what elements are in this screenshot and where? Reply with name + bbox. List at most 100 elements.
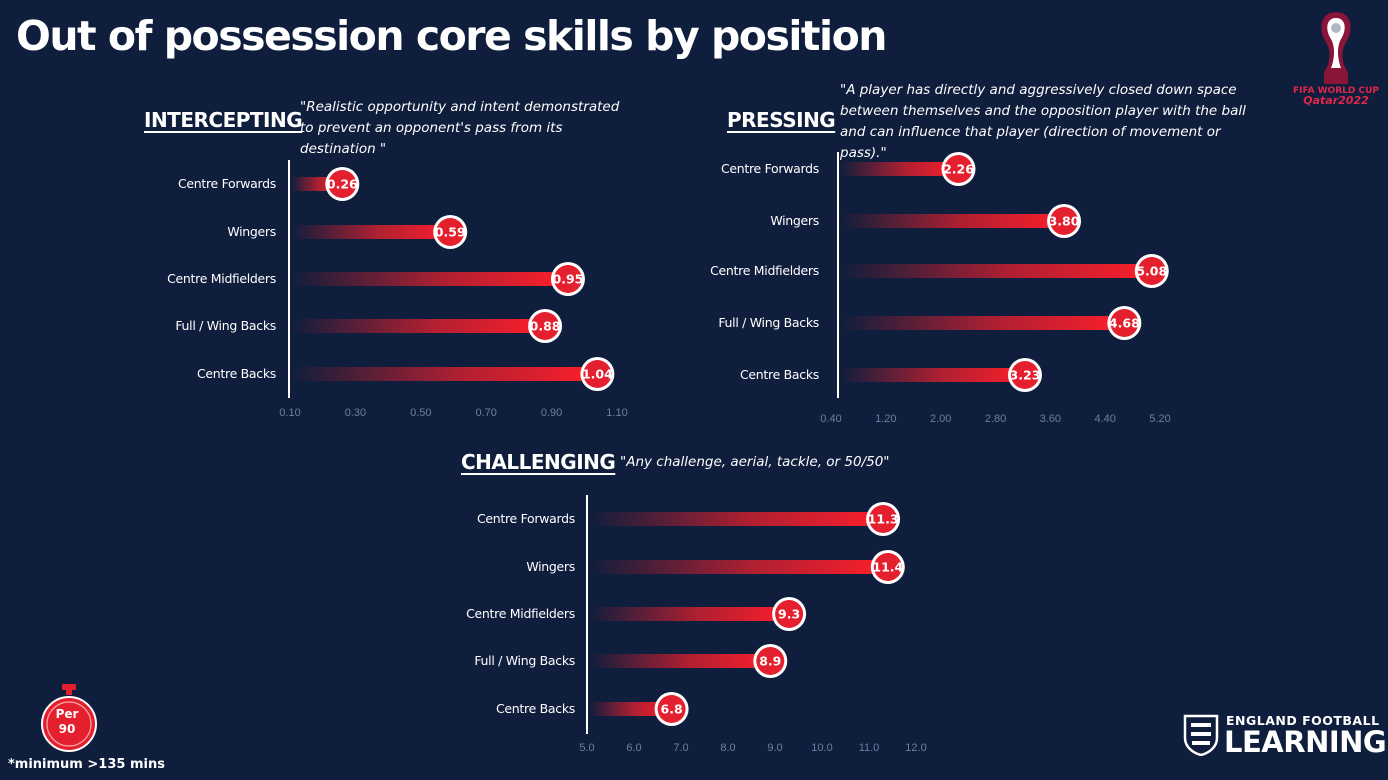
challenging-value-badge bbox=[869, 505, 898, 533]
pressing-bar bbox=[840, 264, 1152, 278]
challenging-bar bbox=[589, 607, 790, 621]
pressing-value-badge bbox=[944, 155, 973, 183]
challenging-tick-label: 6.0 bbox=[626, 742, 641, 754]
intercepting-subtitle: "Realistic opportunity and intent demons… bbox=[300, 99, 620, 157]
pressing-value-badge bbox=[1137, 257, 1166, 285]
minimum-minutes-footnote: *minimum >135 mins bbox=[8, 757, 165, 772]
pressing-category-label: Centre Forwards bbox=[721, 161, 819, 176]
challenging-value-badge bbox=[873, 553, 902, 581]
challenging-value-label: 8.9 bbox=[759, 654, 781, 669]
intercepting-tick-label: 0.50 bbox=[410, 407, 431, 419]
pressing-value-badge bbox=[1110, 309, 1139, 337]
pressing-value-label: 3.80 bbox=[1049, 214, 1080, 229]
intercepting-bar bbox=[291, 225, 451, 239]
intercepting-category-label: Centre Midfielders bbox=[167, 271, 276, 286]
challenging-category-label: Centre Backs bbox=[496, 701, 575, 716]
pressing-category-label: Centre Backs bbox=[740, 367, 819, 382]
challenging-subtitle: "Any challenge, aerial, tackle, or 50/50… bbox=[620, 454, 890, 470]
per90-label: Per 90 bbox=[44, 707, 90, 737]
intercepting-value-badge bbox=[328, 170, 357, 198]
per90-line1: Per bbox=[55, 707, 79, 721]
efl-logo-line1: ENGLAND FOOTBALL bbox=[1226, 713, 1380, 728]
intercepting-value-badge bbox=[531, 312, 560, 340]
challenging-value-badge bbox=[775, 600, 804, 628]
pressing-bar bbox=[840, 368, 1025, 382]
challenging-value-label: 6.8 bbox=[661, 702, 683, 717]
challenging-bar bbox=[589, 512, 884, 526]
challenging-tick-label: 7.0 bbox=[673, 742, 688, 754]
intercepting-value-label: 0.95 bbox=[553, 272, 584, 287]
challenging-category-label: Centre Midfielders bbox=[466, 606, 575, 621]
logo-line1: FIFA WORLD CUP bbox=[1292, 86, 1380, 96]
challenging-category-label: Centre Forwards bbox=[477, 511, 575, 526]
world-cup-logo-text: FIFA WORLD CUP Qatar2022 bbox=[1286, 86, 1386, 106]
pressing-subtitle: "A player has directly and aggressively … bbox=[840, 82, 1246, 161]
logo-line2: Qatar2022 bbox=[1303, 94, 1369, 107]
challenging-tick-label: 8.0 bbox=[720, 742, 735, 754]
intercepting-chart: 0.10 0.30 0.50 0.70 0.90 1.10 Centre Forwards 0… bbox=[167, 160, 628, 419]
intercepting-tick-label: 0.10 bbox=[279, 407, 300, 419]
pressing-bar bbox=[840, 162, 959, 176]
pressing-bar bbox=[840, 214, 1065, 228]
intercepting-bar bbox=[291, 272, 568, 286]
challenging-value-badge bbox=[756, 647, 785, 675]
intercepting-value-label: 0.88 bbox=[530, 319, 561, 334]
intercepting-value-label: 0.59 bbox=[435, 225, 466, 240]
pressing-category-label: Centre Midfielders bbox=[710, 263, 819, 278]
pressing-value-label: 4.68 bbox=[1109, 316, 1140, 331]
intercepting-value-badge bbox=[583, 360, 612, 388]
stopwatch-icon bbox=[41, 684, 97, 752]
world-cup-trophy-logo bbox=[1321, 12, 1351, 84]
intercepting-bar bbox=[291, 319, 546, 333]
challenging-value-label: 9.3 bbox=[778, 607, 800, 622]
per90-line2: 90 bbox=[58, 722, 76, 736]
intercepting-category-label: Centre Forwards bbox=[178, 176, 276, 191]
challenging-tick-label: 5.0 bbox=[579, 742, 594, 754]
pressing-tick-label: 2.00 bbox=[930, 413, 951, 425]
pressing-tick-label: 2.80 bbox=[985, 413, 1006, 425]
intercepting-bar bbox=[291, 367, 598, 381]
pressing-title: PRESSING bbox=[727, 108, 836, 132]
intercepting-tick-label: 0.70 bbox=[475, 407, 496, 419]
challenging-value-label: 11.3 bbox=[868, 512, 899, 527]
intercepting-tick-label: 1.10 bbox=[606, 407, 627, 419]
intercepting-category-label: Wingers bbox=[227, 224, 276, 239]
challenging-title: CHALLENGING bbox=[461, 450, 616, 474]
pressing-value-label: 5.08 bbox=[1136, 264, 1167, 279]
pressing-category-label: Wingers bbox=[770, 213, 819, 228]
intercepting-tick-label: 0.90 bbox=[541, 407, 562, 419]
challenging-bar bbox=[589, 654, 771, 668]
challenging-bar bbox=[589, 702, 672, 716]
intercepting-title: INTERCEPTING bbox=[144, 108, 303, 132]
challenging-value-label: 11.4 bbox=[872, 560, 903, 575]
intercepting-category-label: Full / Wing Backs bbox=[175, 318, 276, 333]
pressing-tick-label: 0.40 bbox=[820, 413, 841, 425]
pressing-value-label: 2.26 bbox=[943, 162, 974, 177]
challenging-category-label: Wingers bbox=[526, 559, 575, 574]
pressing-tick-label: 1.20 bbox=[875, 413, 896, 425]
intercepting-category-label: Centre Backs bbox=[197, 366, 276, 381]
intercepting-value-badge bbox=[436, 218, 465, 246]
page-title: Out of possession core skills by positio… bbox=[16, 12, 887, 60]
pressing-bar bbox=[840, 316, 1125, 330]
challenging-chart: 5.0 6.0 7.0 8.0 9.0 10.0 11.0 12.0 Centre Forwar… bbox=[466, 495, 927, 754]
three-lions-crest-icon bbox=[1183, 714, 1219, 756]
pressing-tick-label: 4.40 bbox=[1094, 413, 1115, 425]
intercepting-value-label: 0.26 bbox=[327, 177, 358, 192]
intercepting-value-badge bbox=[553, 265, 582, 293]
challenging-tick-label: 12.0 bbox=[905, 742, 926, 754]
challenging-category-label: Full / Wing Backs bbox=[474, 653, 575, 668]
pressing-value-badge bbox=[1010, 361, 1039, 389]
pressing-tick-label: 3.60 bbox=[1040, 413, 1061, 425]
intercepting-tick-label: 0.30 bbox=[345, 407, 366, 419]
efl-logo-line2: LEARNING bbox=[1224, 725, 1387, 759]
challenging-value-badge bbox=[657, 695, 686, 723]
pressing-value-label: 3.23 bbox=[1010, 368, 1041, 383]
intercepting-value-label: 1.04 bbox=[582, 367, 613, 382]
pressing-chart: 0.40 1.20 2.00 2.80 3.60 4.40 5.20 Centre Forwa… bbox=[710, 152, 1171, 425]
pressing-tick-label: 5.20 bbox=[1149, 413, 1170, 425]
challenging-tick-label: 10.0 bbox=[811, 742, 832, 754]
pressing-value-badge bbox=[1050, 207, 1079, 235]
challenging-tick-label: 9.0 bbox=[767, 742, 782, 754]
